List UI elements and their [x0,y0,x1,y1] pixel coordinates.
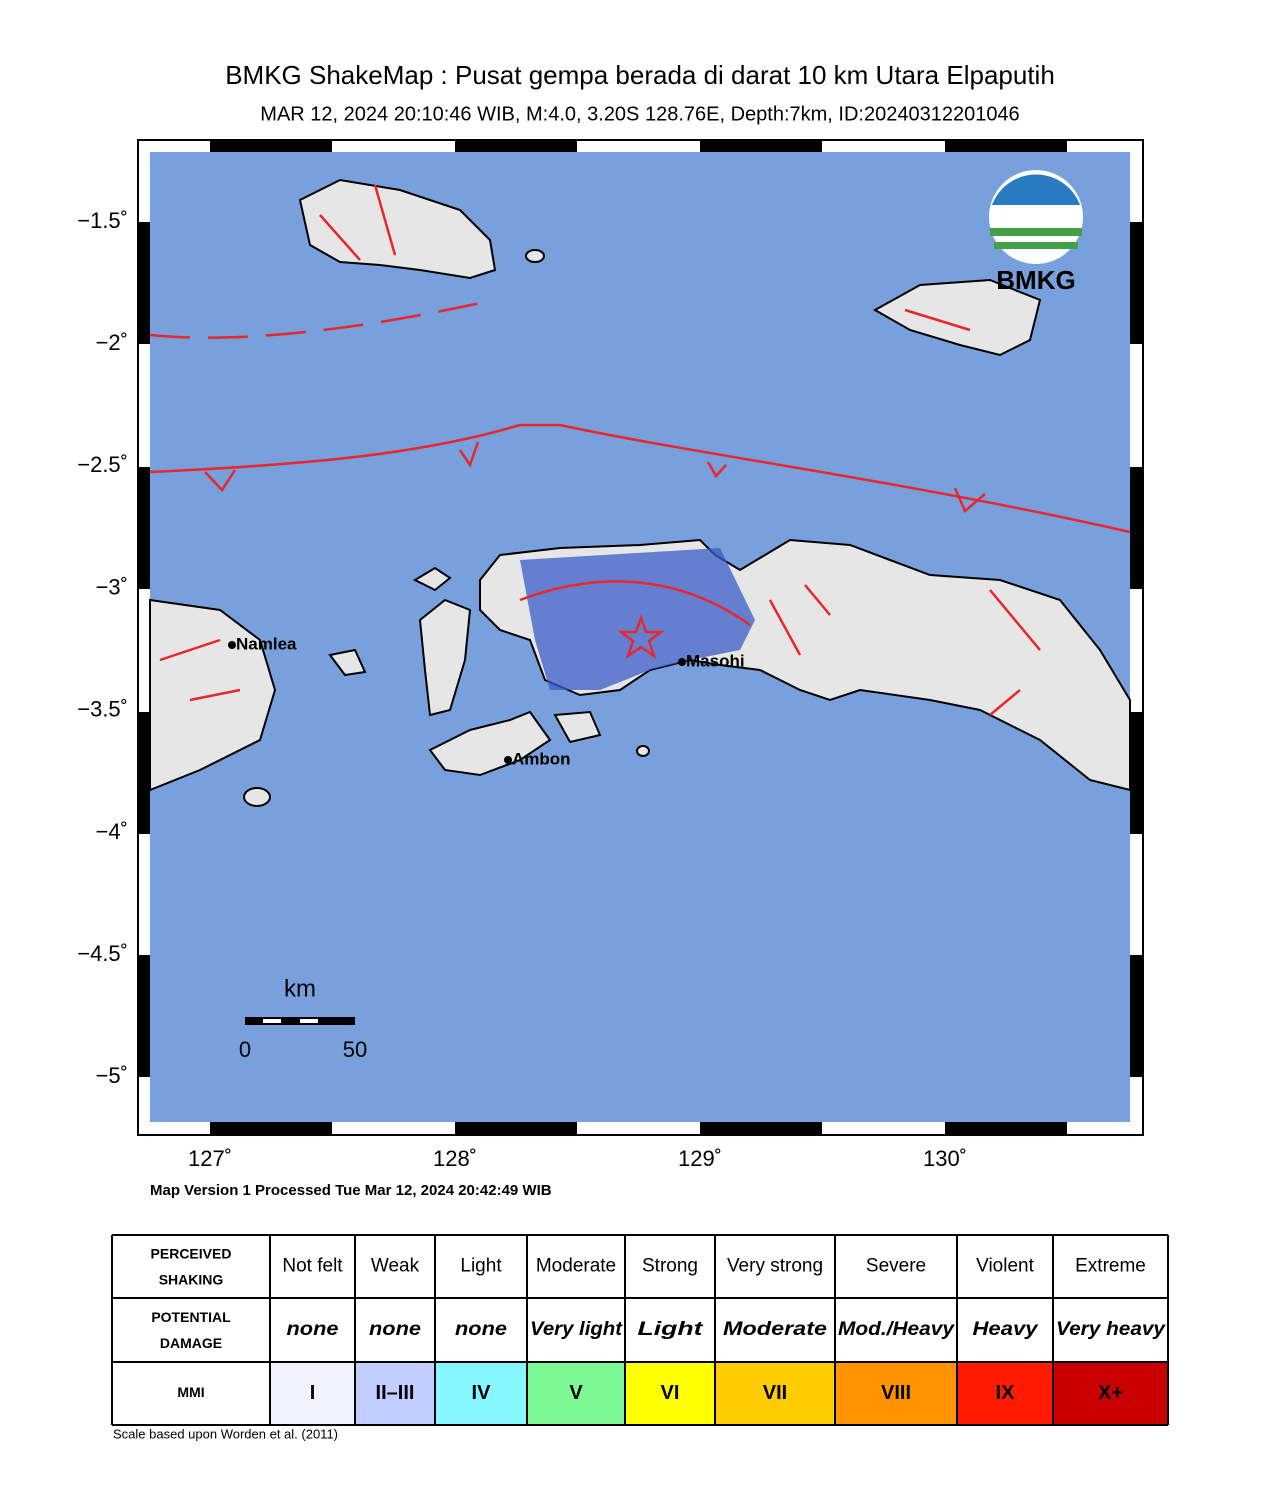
mmi-cell [1053,1362,1168,1425]
mmi-label: VI [661,1382,680,1404]
place-label: Namlea [236,634,297,653]
border-bar [455,1122,577,1135]
mmi-cell [625,1362,715,1425]
lat-label: −3˚ [96,574,128,599]
border-bar [700,140,822,152]
mmi-label: IV [472,1382,492,1404]
lat-label: −4.5˚ [77,941,128,966]
faults [149,184,1131,716]
damage-label: Very light [530,1319,623,1340]
border-bar [138,955,150,1077]
damage-label: none [287,1319,339,1340]
border-bar [945,1122,1067,1135]
mmi-label: VII [763,1382,787,1404]
lat-label: −5˚ [96,1063,128,1088]
border-bar [455,140,577,152]
scale-unit: km [284,975,316,1002]
place-label: Masohi [686,651,745,670]
damage-label: none [455,1319,507,1340]
shaking-label: Light [460,1256,502,1277]
shaking-label: Severe [866,1256,926,1277]
logo: BMKG [989,170,1083,295]
mmi-cell [355,1362,435,1425]
lat-label: −3.5˚ [77,697,128,722]
mmi-cell [835,1362,957,1425]
mmi-label: X+ [1098,1382,1123,1404]
border-bar [1130,712,1143,834]
damage-label: Mod./Heavy [838,1319,956,1340]
map-footer: Map Version 1 Processed Tue Mar 12, 2024… [150,1182,552,1199]
border-bar [1130,467,1143,589]
place-label: Ambon [512,749,571,768]
row-header: PERCEIVED SHAKING [151,1245,232,1287]
border-bar [1130,222,1143,344]
scale-bar: km 0 50 [239,975,367,1061]
border-bar [700,1122,822,1135]
shaking-label: Weak [371,1256,420,1277]
lon-label: 129˚ [678,1146,722,1171]
mmi-cell [715,1362,835,1425]
border-bar [138,712,150,834]
mmi-label: I [310,1382,316,1404]
shaking-label: Very strong [727,1256,823,1277]
epicenter [617,614,665,660]
lon-label: 127˚ [188,1146,232,1171]
damage-label: none [369,1319,421,1340]
lat-label: −1.5˚ [77,208,128,233]
legend-note: Scale based upon Worden et al. (2011) [113,1426,338,1441]
scale-label: 0 [239,1037,251,1062]
place-dot [504,756,512,764]
mmi-label: VIII [881,1382,911,1404]
mmi-cell [957,1362,1053,1425]
border-bar [1130,955,1143,1077]
shaking-label: Moderate [536,1256,616,1277]
mmi-label: V [569,1382,583,1404]
damage-label: Very heavy [1056,1319,1167,1340]
place-dot [228,641,236,649]
legend-table: PERCEIVED SHAKING POTENTIAL DAMAGE MMI Not fe… [111,1234,1169,1426]
damage-label: Heavy [973,1319,1040,1340]
title: BMKG ShakeMap : Pusat gempa berada di da… [225,60,1055,90]
mmi-cell [527,1362,625,1425]
row-header: MMI [177,1384,204,1400]
shaking-label: Not felt [282,1256,343,1277]
scale-label: 50 [343,1037,367,1062]
shaking-label: Extreme [1075,1256,1146,1277]
lat-label: −4˚ [96,819,128,844]
border-bar [210,140,332,152]
damage-label: Light [638,1319,704,1340]
mmi-cell [435,1362,527,1425]
mmi-cell [270,1362,355,1425]
border-bar [945,140,1067,152]
shaking-label: Strong [642,1256,698,1277]
border-bar [210,1122,332,1135]
lat-label: −2˚ [96,330,128,355]
place-dot [678,658,686,666]
border-bar [138,222,150,344]
lon-label: 130˚ [923,1146,967,1171]
mmi-label: IX [996,1382,1016,1404]
shaking-label: Violent [976,1256,1034,1277]
lat-label: −2.5˚ [77,452,128,477]
subtitle: MAR 12, 2024 20:10:46 WIB, M:4.0, 3.20S … [260,103,1019,125]
row-header: POTENTIAL DAMAGE [151,1309,231,1351]
border-bar [138,467,150,589]
logo-text: BMKG [996,265,1075,295]
mmi-label: II–III [376,1382,415,1404]
lon-label: 128˚ [433,1146,477,1171]
damage-label: Moderate [723,1319,828,1340]
